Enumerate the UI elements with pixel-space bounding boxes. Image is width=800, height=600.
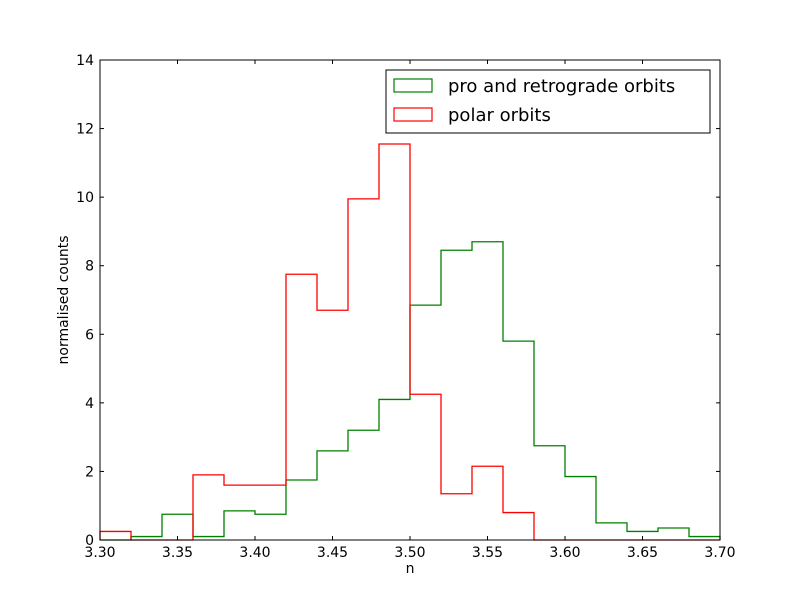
x-tick-label: 3.60	[549, 545, 580, 561]
x-tick-label: 3.70	[704, 545, 735, 561]
y-tick-label: 8	[85, 259, 94, 275]
y-axis-label: normalised counts	[56, 236, 72, 365]
y-tick-label: 6	[85, 327, 94, 343]
y-tick-label: 2	[85, 464, 94, 480]
y-tick-label: 4	[85, 396, 94, 412]
legend-label-pro-retrograde: pro and retrograde orbits	[448, 76, 675, 97]
x-tick-label: 3.45	[317, 545, 348, 561]
x-tick-label: 3.55	[472, 545, 503, 561]
legend: pro and retrograde orbits polar orbits	[385, 69, 711, 134]
y-tick-label: 14	[76, 53, 94, 69]
legend-swatch-pro-retrograde	[393, 78, 433, 93]
x-tick-label: 3.65	[627, 545, 658, 561]
x-tick-label: 3.50	[394, 545, 425, 561]
legend-label-polar: polar orbits	[448, 105, 551, 126]
legend-frame	[385, 69, 711, 134]
y-tick-label: 12	[76, 122, 94, 138]
x-axis-label: n	[406, 561, 415, 577]
y-tick-label: 10	[76, 190, 94, 206]
y-tick-label: 0	[85, 533, 94, 549]
x-tick-label: 3.35	[162, 545, 193, 561]
x-tick-label: 3.30	[84, 545, 115, 561]
legend-swatch-polar	[393, 107, 433, 122]
ticks-layer: 3.30 3.35 3.40 3.45 3.50 3.55 3.60 3.65 3.70 0 2 4 6…	[76, 53, 735, 561]
x-tick-label: 3.40	[239, 545, 270, 561]
